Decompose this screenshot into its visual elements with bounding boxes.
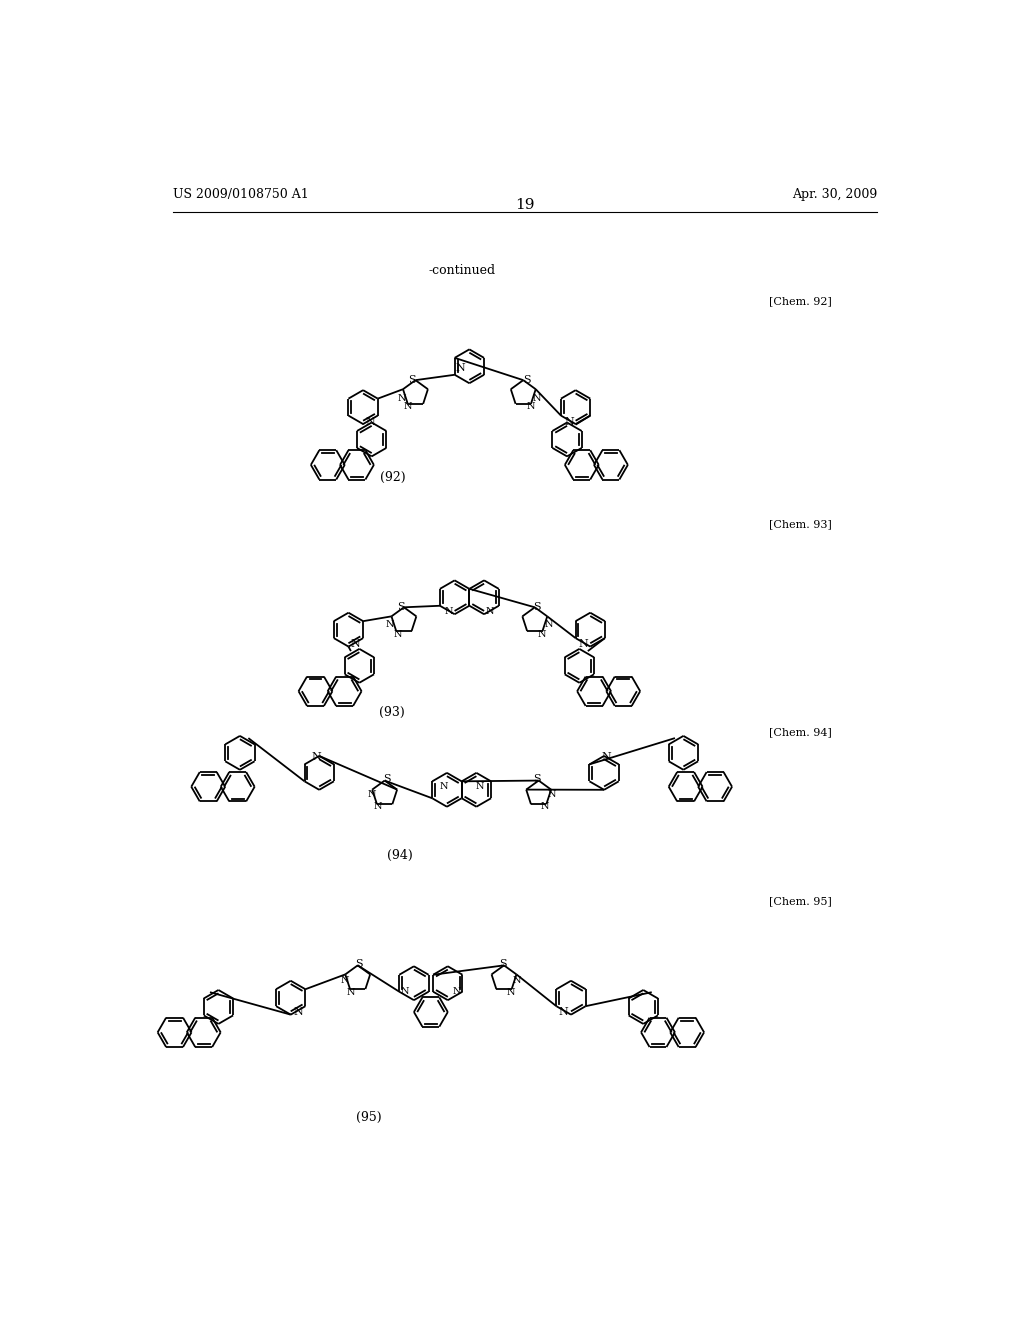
Text: Apr. 30, 2009: Apr. 30, 2009: [793, 187, 878, 201]
Text: N: N: [513, 975, 521, 985]
Text: (93): (93): [380, 706, 406, 719]
Text: N: N: [439, 781, 447, 791]
Text: N: N: [368, 791, 376, 800]
Text: N: N: [404, 403, 413, 412]
Text: -continued: -continued: [428, 264, 496, 277]
Text: N: N: [558, 1007, 568, 1018]
Text: S: S: [409, 375, 416, 384]
Text: (95): (95): [356, 1110, 382, 1123]
Text: S: S: [397, 602, 406, 611]
Text: N: N: [526, 403, 535, 412]
Text: N: N: [538, 630, 546, 639]
Text: N: N: [374, 803, 382, 812]
Text: N: N: [386, 620, 394, 630]
Text: N: N: [564, 417, 573, 426]
Text: N: N: [365, 417, 375, 426]
Text: S: S: [534, 602, 542, 611]
Text: N: N: [444, 607, 453, 616]
Text: [Chem. 93]: [Chem. 93]: [769, 519, 831, 529]
Text: N: N: [294, 1007, 303, 1018]
Text: 19: 19: [515, 198, 535, 211]
Text: S: S: [383, 775, 390, 784]
Text: S: S: [499, 960, 507, 969]
Text: S: S: [522, 375, 530, 384]
Text: N: N: [397, 393, 406, 403]
Text: N: N: [340, 975, 349, 985]
Text: [Chem. 95]: [Chem. 95]: [769, 896, 831, 907]
Text: S: S: [532, 775, 541, 784]
Text: N: N: [485, 607, 495, 616]
Text: N: N: [602, 752, 611, 762]
Text: N: N: [579, 639, 589, 649]
Text: (94): (94): [387, 849, 413, 862]
Text: N: N: [453, 987, 462, 997]
Text: N: N: [393, 630, 401, 639]
Text: N: N: [548, 791, 556, 800]
Text: N: N: [541, 803, 550, 812]
Text: N: N: [347, 987, 355, 997]
Text: [Chem. 94]: [Chem. 94]: [769, 727, 831, 737]
Text: S: S: [355, 960, 362, 969]
Text: N: N: [455, 363, 465, 374]
Text: N: N: [506, 987, 515, 997]
Text: N: N: [350, 639, 360, 649]
Text: [Chem. 92]: [Chem. 92]: [769, 296, 831, 306]
Text: N: N: [545, 620, 553, 630]
Text: N: N: [532, 393, 542, 403]
Text: N: N: [475, 781, 484, 791]
Text: N: N: [311, 752, 322, 762]
Text: (92): (92): [380, 471, 406, 484]
Text: US 2009/0108750 A1: US 2009/0108750 A1: [173, 187, 308, 201]
Text: N: N: [400, 987, 409, 997]
